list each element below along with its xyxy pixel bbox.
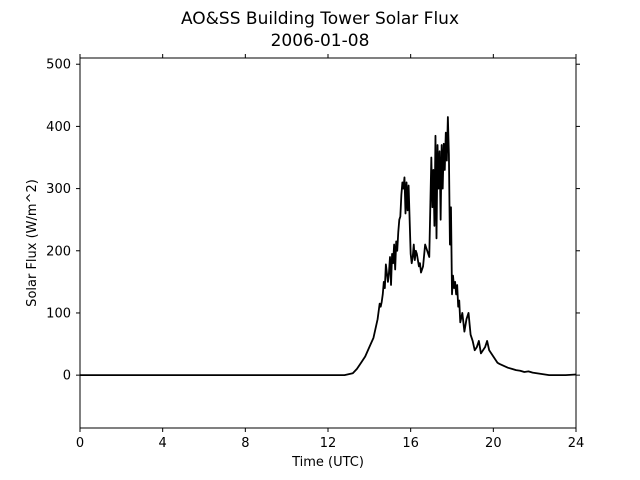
x-tick-label-3: 12 [320, 436, 337, 451]
y-tick-label-2: 200 [46, 244, 71, 259]
x-tick-label-2: 8 [241, 436, 249, 451]
plot-frame [79, 57, 577, 429]
y-axis-ticks: 0 100 200 300 400 500 [46, 58, 580, 384]
y-tick-label-3: 300 [46, 182, 71, 197]
y-axis-label: Solar Flux (W/m^2) [25, 179, 40, 307]
chart-subtitle: 2006-01-08 [271, 31, 370, 51]
x-axis-ticks: 0 4 8 12 16 20 24 [76, 54, 584, 451]
x-tick-label-4: 16 [402, 436, 419, 451]
y-tick-label-5: 500 [46, 58, 71, 73]
x-axis-label: Time (UTC) [291, 455, 364, 470]
x-tick-label-5: 20 [485, 436, 502, 451]
y-tick-label-4: 400 [46, 120, 71, 135]
x-tick-label-6: 24 [568, 436, 585, 451]
x-tick-label-1: 4 [159, 436, 167, 451]
y-tick-label-0: 0 [63, 369, 71, 384]
chart-title: AO&SS Building Tower Solar Flux [181, 9, 459, 29]
solar-flux-series-line [80, 116, 577, 377]
x-tick-label-0: 0 [76, 436, 84, 451]
y-tick-label-1: 100 [46, 306, 71, 321]
